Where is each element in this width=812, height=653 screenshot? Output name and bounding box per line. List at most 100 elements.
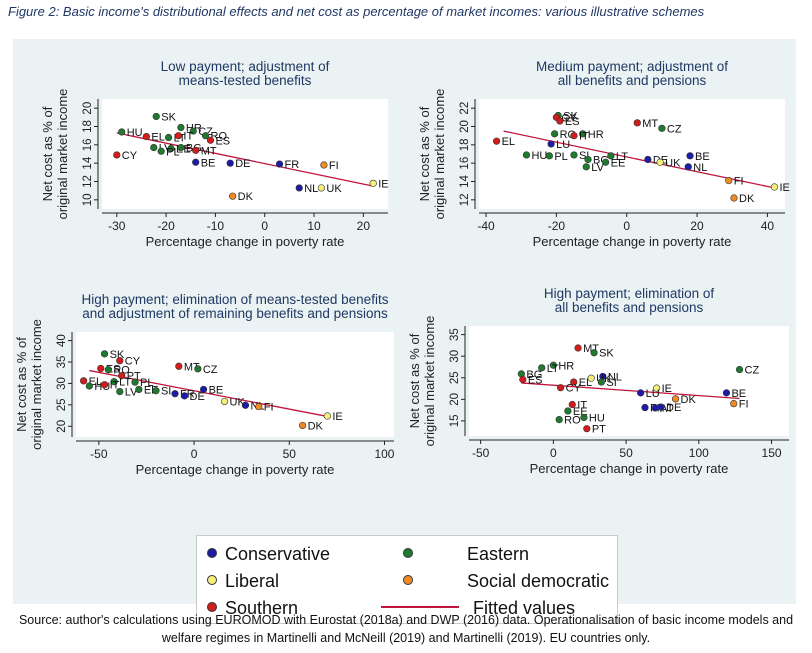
y-tick-label: 12 xyxy=(82,175,94,188)
plot-area xyxy=(76,332,394,437)
y-axis-title-line: original market income xyxy=(432,89,447,220)
data-label-nl: NL xyxy=(608,371,622,383)
data-point-uk xyxy=(220,397,229,406)
data-label-cz: CZ xyxy=(745,365,760,377)
source-note: Source: author's calculations using EURO… xyxy=(18,613,794,645)
data-point-lv xyxy=(116,387,124,396)
y-tick-label: 22 xyxy=(459,102,471,115)
data-point-dk xyxy=(298,421,307,430)
x-tick-label: -20 xyxy=(548,219,566,233)
data-point-ie xyxy=(653,384,661,392)
data-point-sk xyxy=(100,350,109,358)
data-point-hr xyxy=(549,361,557,369)
y-tick-label: 12 xyxy=(459,193,471,206)
legend-label-fitted-values: Fitted values xyxy=(473,598,576,618)
data-point-cy xyxy=(557,384,565,392)
data-point-mt xyxy=(192,146,200,154)
legend-item-liberal: Liberal xyxy=(207,571,279,592)
data-label-ie: IE xyxy=(378,178,388,190)
y-tick-label: 20 xyxy=(82,102,94,115)
data-label-fi: FI xyxy=(734,176,744,188)
data-label-pl: PL xyxy=(140,377,153,389)
data-label-uk: UK xyxy=(230,396,246,408)
data-label-pl: PL xyxy=(554,151,567,163)
data-point-fi xyxy=(730,400,738,408)
x-axis-title: Percentage change in poverty rate xyxy=(533,234,732,249)
data-point-mt xyxy=(175,362,183,370)
x-tick-label: -50 xyxy=(472,446,490,460)
data-point-fi xyxy=(725,176,733,185)
data-point-de xyxy=(657,403,665,411)
data-point-it xyxy=(568,400,576,409)
data-label-dk: DK xyxy=(238,191,254,203)
data-point-es xyxy=(556,117,564,125)
x-tick-label: 0 xyxy=(623,219,630,233)
data-point-cz xyxy=(735,365,744,374)
data-point-cz xyxy=(194,365,202,373)
data-point-el xyxy=(492,137,501,145)
x-tick-label: 0 xyxy=(261,219,268,233)
chart-panel-3: High payment; elimination of means-teste… xyxy=(14,292,395,477)
y-tick-label: 14 xyxy=(459,175,471,188)
data-label-ie: IE xyxy=(779,182,789,194)
data-point-cy xyxy=(116,357,124,365)
legend-dot-southern xyxy=(207,602,217,613)
y-tick-label: 25 xyxy=(56,398,68,411)
data-point-mt xyxy=(574,344,582,352)
fitted-line xyxy=(89,369,328,418)
chart-title-line: means-tested benefits xyxy=(179,73,312,88)
data-point-uk xyxy=(317,184,326,192)
data-label-sk: SK xyxy=(599,348,614,360)
data-label-si: SI xyxy=(161,386,171,398)
data-point-es xyxy=(206,136,215,144)
data-point-dk xyxy=(229,192,237,200)
data-point-it xyxy=(100,381,109,389)
data-label-lu: LU xyxy=(556,139,570,151)
data-point-bg xyxy=(177,143,185,152)
data-point-si xyxy=(597,378,605,386)
legend-dot-eastern xyxy=(403,548,413,559)
data-label-fi: FI xyxy=(264,402,274,414)
data-point-fi xyxy=(320,161,328,169)
data-point-si xyxy=(152,387,160,395)
data-label-hu: HU xyxy=(589,412,605,424)
data-point-be xyxy=(722,389,731,397)
data-point-de xyxy=(226,159,234,167)
data-label-mt: MT xyxy=(642,118,658,130)
data-label-pl: PL xyxy=(166,146,179,158)
x-tick-label: 0 xyxy=(550,446,557,460)
data-point-ie xyxy=(770,183,779,191)
data-point-lu xyxy=(637,389,645,397)
data-point-lt xyxy=(607,152,615,160)
x-tick-label: 20 xyxy=(357,219,371,233)
legend-item-conservative: Conservative xyxy=(207,544,330,565)
data-label-lt: LT xyxy=(616,151,628,163)
data-label-it: IT xyxy=(579,131,589,143)
data-point-it xyxy=(570,132,578,140)
data-label-fr: FR xyxy=(285,159,300,171)
data-point-ro xyxy=(551,130,559,138)
y-tick-label: 20 xyxy=(449,393,461,406)
data-label-dk: DK xyxy=(308,420,324,432)
data-point-ee xyxy=(167,144,175,153)
data-label-nl: NL xyxy=(693,162,707,174)
data-label-de: DE xyxy=(190,391,205,403)
x-tick-label: 100 xyxy=(374,447,394,461)
data-label-ro: RO xyxy=(211,131,228,143)
x-tick-label: 100 xyxy=(689,446,709,460)
x-axis-title: Percentage change in poverty rate xyxy=(530,461,729,476)
data-point-lt xyxy=(538,364,546,372)
data-point-sk xyxy=(590,349,598,357)
data-point-nl xyxy=(295,184,303,192)
data-point-lt xyxy=(110,378,118,386)
y-tick-label: 25 xyxy=(449,371,461,384)
data-point-be xyxy=(686,152,694,160)
data-label-ee: EE xyxy=(611,157,626,169)
data-point-ee xyxy=(564,407,572,415)
data-point-fr xyxy=(641,403,649,412)
data-point-lv xyxy=(150,143,158,152)
x-tick-label: 0 xyxy=(191,447,198,461)
